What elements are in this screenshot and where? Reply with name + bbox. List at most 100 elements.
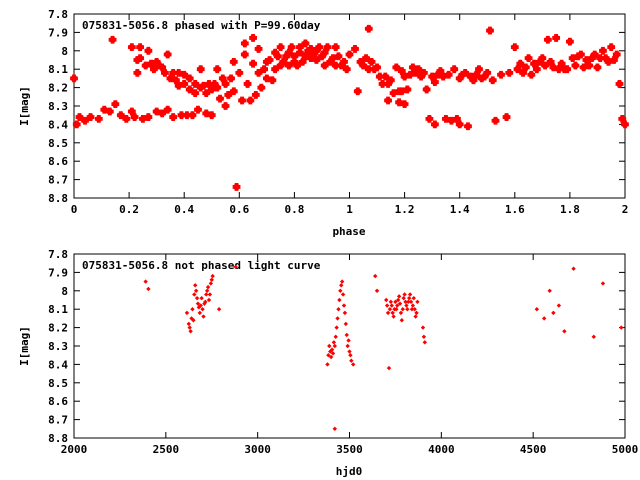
data-point (94, 114, 103, 123)
data-point (334, 325, 339, 330)
data-point (249, 59, 257, 68)
data-point (585, 61, 594, 70)
data-point (330, 351, 336, 356)
data-point (444, 70, 453, 79)
data-point (414, 310, 419, 316)
data-point (227, 74, 235, 83)
data-point (334, 52, 343, 61)
data-point (284, 48, 293, 57)
data-point (203, 299, 208, 305)
data-point (201, 314, 206, 319)
data-point (105, 107, 114, 116)
data-point (384, 80, 392, 88)
data-point (521, 63, 530, 72)
x-tick-label: 0.4 (174, 203, 194, 216)
data-point (163, 50, 172, 59)
data-point (353, 87, 362, 96)
y-tick-label: 8.6 (48, 395, 68, 408)
data-point (312, 56, 321, 64)
data-point (191, 80, 200, 88)
data-point (240, 39, 249, 48)
data-point (362, 54, 370, 63)
data-point (395, 297, 401, 303)
data-point (329, 54, 337, 63)
y-tick-label: 8.1 (48, 63, 68, 76)
y-axis-label: I[mag] (18, 326, 31, 366)
data-point (138, 114, 147, 123)
data-point (562, 329, 567, 334)
data-point (398, 310, 404, 316)
data-point (340, 57, 348, 66)
data-point (298, 57, 307, 66)
data-point (393, 299, 398, 305)
data-point (273, 52, 282, 61)
data-point (403, 299, 408, 305)
data-point (483, 68, 492, 77)
data-point (260, 65, 268, 74)
data-point (326, 57, 335, 66)
axis-ticks: 0 0.2 0.4 0.6 0.8 1 1.2 1.4 1.6 1.8 2 7.8 7.9 8 8.1 8.2… (48, 8, 628, 216)
data-point (407, 292, 413, 297)
data-point (192, 292, 197, 297)
data-point (431, 120, 439, 129)
data-point (399, 318, 405, 323)
y-tick-label: 8.2 (48, 322, 68, 335)
y-tick-label: 7.8 (48, 8, 68, 21)
data-point (419, 68, 428, 77)
data-point (532, 65, 541, 74)
y-tick-label: 8.7 (48, 414, 68, 427)
data-point (149, 65, 158, 74)
y-tick-label: 7.9 (48, 26, 68, 39)
data-point (552, 34, 561, 42)
data-point (513, 65, 522, 74)
data-point (346, 338, 351, 343)
data-point (111, 100, 120, 109)
data-point (122, 114, 131, 123)
data-point (326, 353, 331, 358)
data-point (339, 283, 344, 288)
chart-title: 075831-5056.8 not phased light curve (82, 259, 321, 272)
data-point (213, 83, 222, 92)
data-point (312, 46, 321, 55)
data-point (486, 26, 494, 35)
y-tick-label: 8 (61, 285, 68, 298)
data-point (233, 264, 238, 270)
data-point (450, 65, 459, 74)
x-tick-label: 0.8 (284, 203, 304, 216)
data-points (143, 264, 624, 431)
data-point (331, 340, 337, 345)
data-point (415, 299, 420, 305)
data-point (502, 113, 511, 121)
data-point (396, 294, 402, 299)
data-point (229, 87, 238, 96)
data-point (390, 310, 395, 316)
data-point (290, 52, 299, 61)
data-point (534, 307, 540, 312)
data-point (400, 100, 409, 109)
data-point (373, 63, 381, 72)
data-point (374, 288, 380, 293)
data-point (329, 347, 335, 352)
x-axis-label: hjd0 (336, 465, 363, 478)
data-point (206, 297, 212, 303)
x-tick-label: 1 (346, 203, 353, 216)
data-point (612, 50, 621, 59)
unphased-light-curve-chart: 075831-5056.8 not phased light curve hjd… (18, 248, 638, 478)
data-point (411, 295, 416, 301)
data-point (320, 61, 329, 70)
data-point (600, 281, 606, 286)
data-point (381, 72, 390, 81)
y-tick-label: 7.9 (48, 266, 68, 279)
data-point (338, 288, 343, 293)
data-point (566, 37, 574, 46)
data-point (251, 91, 260, 99)
data-point (519, 68, 527, 77)
data-point (417, 72, 426, 81)
data-point (320, 48, 329, 57)
data-point (397, 301, 403, 306)
data-point (337, 297, 342, 303)
data-point (221, 80, 230, 88)
data-point (491, 116, 500, 125)
data-point (579, 63, 588, 72)
y-tick-label: 8.5 (48, 137, 68, 150)
